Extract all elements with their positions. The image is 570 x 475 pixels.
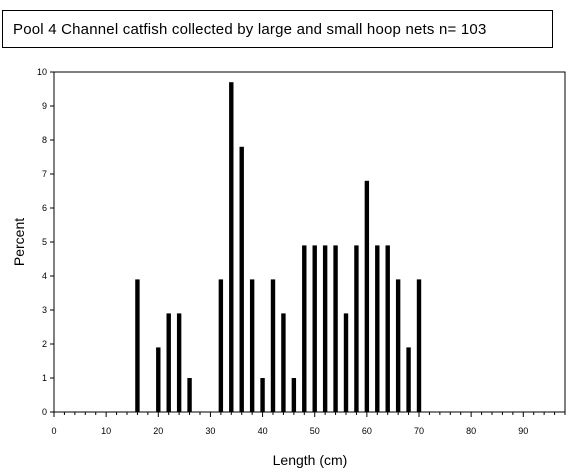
- bar: [281, 313, 286, 412]
- bar: [312, 245, 317, 412]
- bar: [229, 82, 234, 412]
- bar: [333, 245, 338, 412]
- y-tick-label: 2: [42, 339, 47, 349]
- x-tick-label: 0: [51, 426, 56, 436]
- y-tick-label: 0: [42, 407, 47, 417]
- y-tick-label: 3: [42, 305, 47, 315]
- y-tick-label: 8: [42, 135, 47, 145]
- x-tick-label: 50: [310, 426, 320, 436]
- y-tick-label: 1: [42, 373, 47, 383]
- x-tick-label: 20: [153, 426, 163, 436]
- chart-title: Pool 4 Channel catfish collected by larg…: [2, 10, 553, 48]
- y-axis-label: Percent: [11, 218, 27, 266]
- bar: [406, 347, 411, 412]
- bar: [291, 378, 297, 412]
- x-tick-label: 40: [258, 426, 268, 436]
- x-tick-label: 10: [101, 426, 111, 436]
- bar: [375, 245, 380, 412]
- y-tick-label: 6: [42, 203, 47, 213]
- x-tick-label: 80: [466, 426, 476, 436]
- bar: [385, 245, 390, 412]
- bar: [364, 180, 370, 412]
- y-tick-label: 9: [42, 101, 47, 111]
- bar: [395, 279, 401, 412]
- y-tick-label: 5: [42, 237, 47, 247]
- bar: [270, 279, 276, 412]
- x-tick-label: 90: [518, 426, 528, 436]
- bar: [322, 245, 328, 412]
- bar: [239, 146, 244, 413]
- bar: [156, 347, 161, 412]
- bar: [187, 378, 192, 412]
- y-tick-label: 10: [37, 67, 47, 77]
- x-tick-label: 70: [414, 426, 424, 436]
- bar: [416, 279, 422, 412]
- bar: [302, 245, 307, 412]
- plot-frame: [53, 71, 566, 413]
- x-tick-label: 60: [362, 426, 372, 436]
- bar: [260, 378, 265, 412]
- bar: [166, 313, 171, 412]
- bar: [249, 279, 255, 412]
- bar: [354, 245, 359, 412]
- bar: [135, 279, 140, 412]
- y-tick-label: 7: [42, 169, 47, 179]
- x-tick-label: 30: [205, 426, 215, 436]
- bar: [176, 313, 182, 412]
- y-tick-label: 4: [42, 271, 47, 281]
- x-axis-label: Length (cm): [273, 452, 348, 468]
- bar: [218, 279, 224, 412]
- bar: [343, 313, 349, 412]
